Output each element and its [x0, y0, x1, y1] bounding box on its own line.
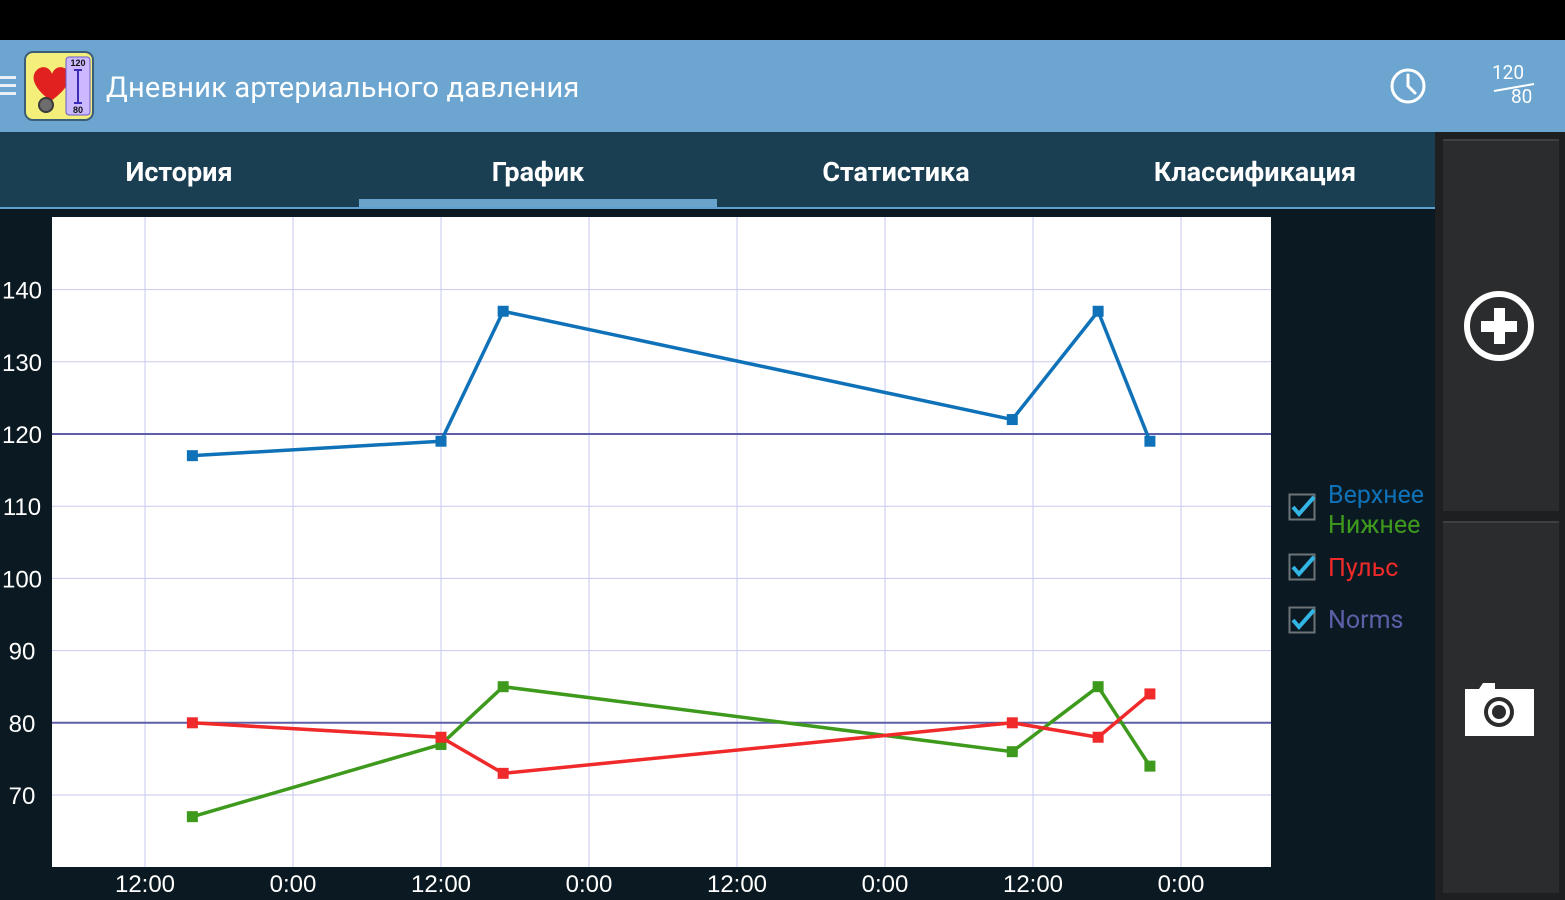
camera-button[interactable] — [1443, 521, 1559, 893]
logo-top-value: 120 — [70, 58, 85, 68]
tab-bar: История График Статистика Классификация — [0, 132, 1435, 208]
history-button[interactable] — [1384, 62, 1432, 110]
add-measurement-button[interactable] — [1443, 139, 1559, 511]
legend-label-diastolic: Нижнее — [1328, 511, 1421, 540]
legend-label-pulse: Пульс — [1328, 554, 1399, 583]
plus-circle-icon — [1464, 291, 1534, 361]
tab-chart[interactable]: График — [491, 156, 585, 188]
norm-systolic-value: 120 — [1492, 61, 1525, 84]
legend-label-norms: Norms — [1328, 606, 1404, 635]
logo-bottom-value: 80 — [73, 105, 83, 115]
app-logo-icon[interactable]: 120 80 — [24, 51, 94, 121]
app-title: Дневник артериального давления — [106, 71, 580, 105]
chart-area — [0, 209, 1435, 900]
tab-history[interactable]: История — [125, 156, 233, 188]
legend-checkbox-norms[interactable] — [1288, 606, 1316, 634]
drawer-menu-icon[interactable] — [0, 76, 16, 98]
norm-diastolic-value: 80 — [1511, 85, 1533, 108]
tab-classification[interactable]: Классификация — [1153, 156, 1357, 188]
legend-label-systolic: Верхнее — [1328, 481, 1425, 510]
legend-checkbox-systolic[interactable] — [1288, 493, 1316, 521]
fraction-line-icon — [1493, 83, 1535, 92]
selected-tab-indicator — [359, 199, 717, 207]
action-bar — [0, 40, 1565, 132]
status-bar — [0, 0, 1565, 40]
tab-divider — [0, 207, 1435, 209]
norms-button[interactable]: 120 80 — [1484, 60, 1544, 116]
legend-checkbox-pulse[interactable] — [1288, 553, 1316, 581]
tab-statistics[interactable]: Статистика — [822, 156, 970, 188]
camera-icon — [1465, 683, 1534, 736]
clock-icon — [1390, 68, 1426, 104]
